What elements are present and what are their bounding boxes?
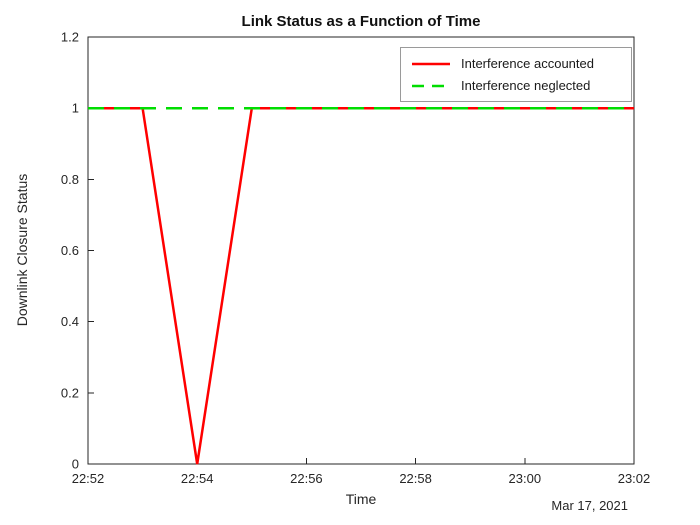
x-axis-label: Time xyxy=(345,491,377,507)
legend-item: Interference neglected xyxy=(410,78,623,93)
legend-label: Interference accounted xyxy=(461,56,594,71)
x-tick-label: 22:56 xyxy=(290,471,323,486)
x-tick-label: 22:52 xyxy=(72,471,105,486)
x-tick-label: 22:58 xyxy=(399,471,432,486)
y-tick-label: 1.2 xyxy=(61,30,79,45)
y-tick-label: 0.6 xyxy=(61,243,79,258)
legend-solid-line-icon xyxy=(412,62,450,65)
y-tick-label: 0.2 xyxy=(61,385,79,400)
y-tick-label: 0.4 xyxy=(61,314,79,329)
chart-title: Link Status as a Function of Time xyxy=(241,13,481,30)
legend-item: Interference accounted xyxy=(410,56,623,71)
x-tick-label: 22:54 xyxy=(181,471,214,486)
legend: Interference accounted Interference negl… xyxy=(400,47,632,102)
legend-dashed-line-icon xyxy=(412,84,450,87)
legend-label: Interference neglected xyxy=(461,78,591,93)
series-line-interference-accounted xyxy=(88,106,634,465)
x-axis-date-label: Mar 17, 2021 xyxy=(551,498,628,513)
x-tick-label: 23:00 xyxy=(509,471,542,486)
y-tick-label: 0 xyxy=(72,457,79,472)
x-tick-label: 23:02 xyxy=(618,471,651,486)
y-tick-label: 1 xyxy=(72,101,79,116)
y-tick-label: 0.8 xyxy=(61,172,79,187)
